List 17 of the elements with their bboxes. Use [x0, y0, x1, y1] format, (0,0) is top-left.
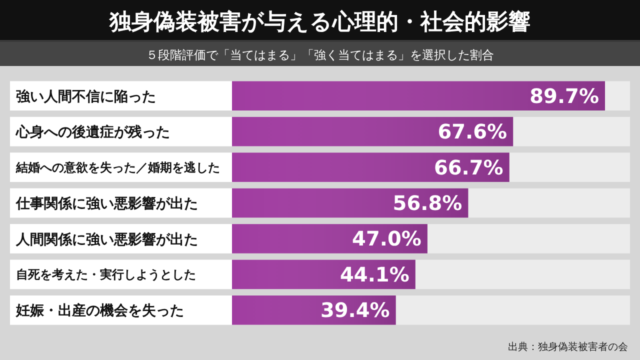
subtitle: ５段階評価で「当てはまる」「強く当てはまる」を選択した割合	[146, 48, 494, 62]
value-label: 39.4%	[320, 298, 390, 322]
category-label: 人間関係に強い悪影響が出た	[16, 232, 198, 248]
value-label: 66.7%	[434, 155, 504, 180]
category-label: 自死を考えた・実行しようとした	[16, 268, 196, 282]
value-label: 89.7%	[530, 84, 599, 108]
value-label: 44.1%	[340, 262, 410, 286]
category-label: 結婚への意欲を失った／婚期を逃した	[16, 160, 220, 175]
category-label: 妊娠・出産の機会を失った	[16, 303, 184, 320]
annotation: 出典：独身偽装被害者の会	[508, 342, 628, 353]
value-label: 67.6%	[438, 120, 508, 144]
title: 独身偽装被害が与える心理的・社会的影響	[110, 10, 530, 35]
value-label: 47.0%	[352, 226, 422, 251]
value-label: 56.8%	[392, 191, 462, 215]
category-label: 強い人間不信に陥った	[16, 88, 156, 105]
category-label: 仕事関係に強い悪影響が出た	[16, 196, 198, 212]
category-label: 心身への後遺症が残った	[16, 124, 170, 141]
